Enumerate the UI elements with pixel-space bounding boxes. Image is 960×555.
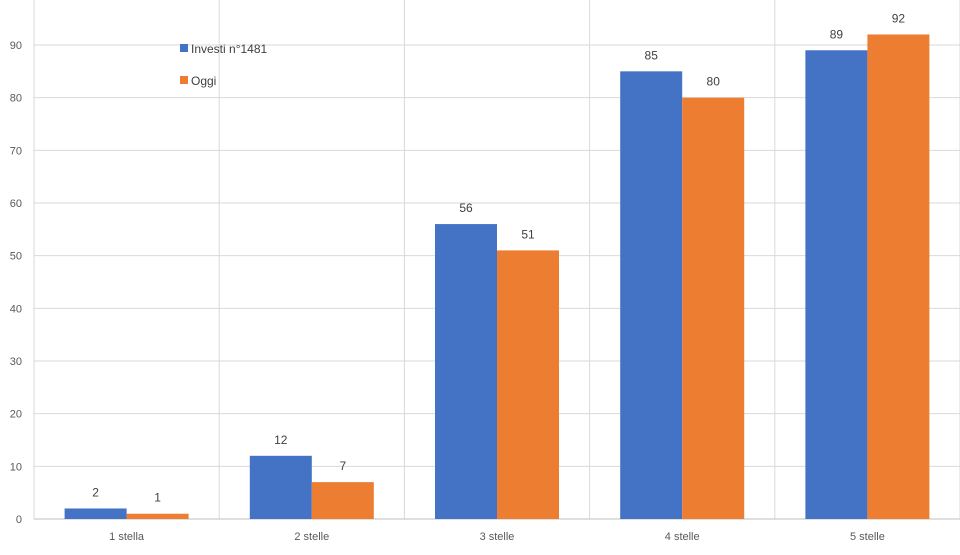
bar-series-2 — [126, 513, 189, 519]
bar-series-1 — [620, 71, 683, 519]
data-label: 51 — [521, 227, 535, 241]
x-tick-label: 5 stelle — [850, 531, 885, 543]
data-label: 92 — [892, 11, 906, 25]
data-label: 1 — [154, 491, 161, 505]
legend-label: Oggi — [191, 74, 216, 88]
legend-swatch — [180, 44, 188, 52]
data-label: 7 — [339, 459, 346, 473]
bar-series-1 — [64, 508, 127, 519]
y-tick-label: 50 — [10, 251, 22, 263]
y-tick-label: 80 — [10, 93, 22, 105]
bar-series-2 — [867, 34, 930, 519]
y-tick-label: 0 — [16, 514, 22, 526]
data-label: 80 — [707, 75, 721, 89]
bar-series-2 — [311, 482, 374, 519]
x-tick-label: 1 stella — [109, 531, 145, 543]
x-tick-label: 3 stelle — [480, 531, 515, 543]
bar-series-1 — [435, 224, 497, 520]
y-tick-label: 10 — [10, 461, 22, 473]
x-tick-label: 4 stelle — [665, 531, 700, 543]
bar-series-2 — [682, 97, 745, 520]
y-tick-label: 70 — [10, 145, 22, 157]
bar-series-2 — [497, 250, 559, 519]
data-label: 85 — [645, 48, 659, 62]
bar-series-1 — [805, 50, 868, 520]
data-label: 12 — [274, 433, 288, 447]
data-label: 89 — [830, 27, 844, 41]
data-label: 2 — [92, 485, 99, 499]
y-tick-label: 40 — [10, 303, 22, 315]
x-tick-label: 2 stelle — [294, 531, 329, 543]
y-tick-label: 60 — [10, 198, 22, 210]
legend-swatch — [180, 76, 188, 84]
y-tick-label: 20 — [10, 409, 22, 421]
y-tick-label: 90 — [10, 40, 22, 52]
legend-label: Investi n°1481 — [191, 42, 268, 56]
bar-series-1 — [249, 455, 312, 519]
y-tick-label: 30 — [10, 356, 22, 368]
data-label: 56 — [459, 201, 473, 215]
